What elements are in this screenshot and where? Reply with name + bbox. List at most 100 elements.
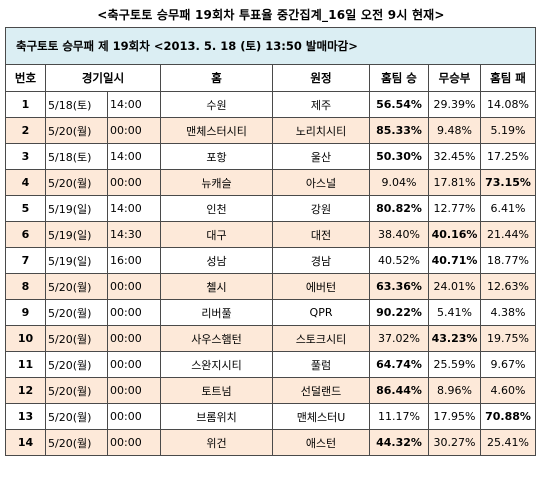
match-date: 5/19(일): [45, 221, 108, 248]
home-team: 스완지시티: [160, 351, 273, 378]
away-team: 스토크시티: [272, 325, 370, 352]
match-time: 14:30: [107, 221, 161, 248]
table-row: 13 5/20(월) 00:00 브롬위치 맨체스터U 11.17% 17.95% 70.88…: [5, 403, 536, 430]
away-team: 경남: [272, 247, 370, 274]
home-loss-rate: 14.08%: [480, 91, 536, 118]
home-team: 수원: [160, 91, 273, 118]
match-time: 00:00: [107, 429, 161, 456]
home-win-rate: 90.22%: [369, 299, 429, 326]
home-win-rate: 38.40%: [369, 221, 429, 248]
home-win-rate: 64.74%: [369, 351, 429, 378]
match-date: 5/18(토): [45, 143, 108, 170]
match-date: 5/20(월): [45, 273, 108, 300]
home-loss-rate: 18.77%: [480, 247, 536, 274]
home-loss-rate: 17.25%: [480, 143, 536, 170]
draw-rate: 5.41%: [428, 299, 481, 326]
match-date: 5/18(토): [45, 91, 108, 118]
draw-rate: 32.45%: [428, 143, 481, 170]
away-team: 선덜랜드: [272, 377, 370, 404]
home-win-rate: 44.32%: [369, 429, 429, 456]
home-team: 리버풀: [160, 299, 273, 326]
home-win-rate: 50.30%: [369, 143, 429, 170]
column-header-row: 번호 경기일시 홈 원정 홈팀 승 무승부 홈팀 패: [5, 64, 536, 92]
away-team: QPR: [272, 299, 370, 326]
home-loss-rate: 6.41%: [480, 195, 536, 222]
table-row: 14 5/20(월) 00:00 위건 애스턴 44.32% 30.27% 25.41%: [5, 429, 536, 456]
home-loss-rate: 9.67%: [480, 351, 536, 378]
table-row: 9 5/20(월) 00:00 리버풀 QPR 90.22% 5.41% 4.38%: [5, 299, 536, 326]
row-number: 8: [5, 273, 46, 300]
match-time: 00:00: [107, 299, 161, 326]
home-loss-rate: 19.75%: [480, 325, 536, 352]
home-team: 사우스햄턴: [160, 325, 273, 352]
match-time: 00:00: [107, 325, 161, 352]
away-team: 맨체스터U: [272, 403, 370, 430]
draw-rate: 24.01%: [428, 273, 481, 300]
away-team: 대전: [272, 221, 370, 248]
draw-rate: 43.23%: [428, 325, 481, 352]
table-row: 5 5/19(일) 14:00 인천 강원 80.82% 12.77% 6.41%: [5, 195, 536, 222]
home-win-rate: 86.44%: [369, 377, 429, 404]
row-number: 2: [5, 117, 46, 144]
match-date: 5/20(월): [45, 299, 108, 326]
home-loss-rate: 5.19%: [480, 117, 536, 144]
table-row: 12 5/20(월) 00:00 토트넘 선덜랜드 86.44% 8.96% 4.60%: [5, 377, 536, 404]
row-number: 1: [5, 91, 46, 118]
table-row: 11 5/20(월) 00:00 스완지시티 풀럼 64.74% 25.59% 9.67%: [5, 351, 536, 378]
table-row: 6 5/19(일) 14:30 대구 대전 38.40% 40.16% 21.44%: [5, 221, 536, 248]
home-loss-rate: 70.88%: [480, 403, 536, 430]
draw-rate: 29.39%: [428, 91, 481, 118]
col-header-away: 원정: [272, 64, 370, 92]
match-time: 00:00: [107, 351, 161, 378]
match-date: 5/20(월): [45, 351, 108, 378]
col-header-draw: 무승부: [428, 64, 481, 92]
match-time: 14:00: [107, 195, 161, 222]
match-date: 5/20(월): [45, 325, 108, 352]
away-team: 풀럼: [272, 351, 370, 378]
away-team: 에버턴: [272, 273, 370, 300]
home-win-rate: 80.82%: [369, 195, 429, 222]
home-loss-rate: 21.44%: [480, 221, 536, 248]
match-time: 14:00: [107, 91, 161, 118]
row-number: 3: [5, 143, 46, 170]
draw-rate: 12.77%: [428, 195, 481, 222]
match-date: 5/20(월): [45, 377, 108, 404]
home-team: 뉴캐슬: [160, 169, 273, 196]
col-header-home: 홈: [160, 64, 273, 92]
round-info: 축구토토 승무패 제 19회차 <2013. 5. 18 (토) 13:50 발…: [5, 27, 536, 65]
match-time: 00:00: [107, 377, 161, 404]
home-loss-rate: 25.41%: [480, 429, 536, 456]
vote-rate-table: 축구토토 승무패 제 19회차 <2013. 5. 18 (토) 13:50 발…: [5, 27, 536, 456]
match-date: 5/20(월): [45, 117, 108, 144]
home-win-rate: 37.02%: [369, 325, 429, 352]
row-number: 14: [5, 429, 46, 456]
draw-rate: 8.96%: [428, 377, 481, 404]
col-header-datetime: 경기일시: [45, 64, 161, 92]
home-win-rate: 11.17%: [369, 403, 429, 430]
match-time: 00:00: [107, 273, 161, 300]
match-time: 00:00: [107, 403, 161, 430]
draw-rate: 30.27%: [428, 429, 481, 456]
table-row: 3 5/18(토) 14:00 포항 울산 50.30% 32.45% 17.25%: [5, 143, 536, 170]
home-win-rate: 85.33%: [369, 117, 429, 144]
home-win-rate: 40.52%: [369, 247, 429, 274]
away-team: 제주: [272, 91, 370, 118]
home-loss-rate: 4.60%: [480, 377, 536, 404]
table-row: 1 5/18(토) 14:00 수원 제주 56.54% 29.39% 14.08%: [5, 91, 536, 118]
draw-rate: 17.95%: [428, 403, 481, 430]
match-date: 5/20(월): [45, 429, 108, 456]
match-time: 00:00: [107, 169, 161, 196]
home-team: 맨체스터시티: [160, 117, 273, 144]
match-time: 14:00: [107, 143, 161, 170]
away-team: 울산: [272, 143, 370, 170]
home-team: 첼시: [160, 273, 273, 300]
row-number: 9: [5, 299, 46, 326]
draw-rate: 25.59%: [428, 351, 481, 378]
home-loss-rate: 4.38%: [480, 299, 536, 326]
match-date: 5/20(월): [45, 169, 108, 196]
match-time: 16:00: [107, 247, 161, 274]
row-number: 12: [5, 377, 46, 404]
row-number: 11: [5, 351, 46, 378]
home-team: 토트넘: [160, 377, 273, 404]
